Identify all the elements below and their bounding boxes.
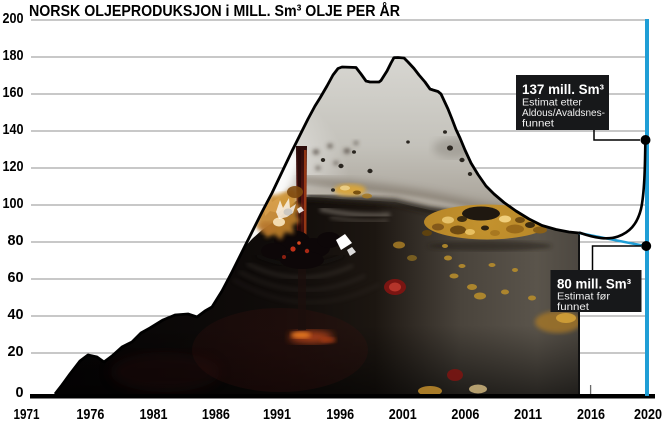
svg-text:160: 160 xyxy=(3,84,24,101)
svg-text:1986: 1986 xyxy=(202,406,230,423)
svg-text:60: 60 xyxy=(8,269,24,286)
svg-text:2011: 2011 xyxy=(514,406,542,423)
svg-text:funnet: funnet xyxy=(557,302,589,313)
svg-text:0: 0 xyxy=(16,384,24,401)
svg-text:1991: 1991 xyxy=(263,406,291,423)
svg-text:1981: 1981 xyxy=(140,406,168,423)
svg-text:2016: 2016 xyxy=(577,406,605,423)
svg-text:200: 200 xyxy=(3,10,24,27)
svg-text:2006: 2006 xyxy=(451,406,479,423)
svg-text:Estimat før: Estimat før xyxy=(557,292,611,303)
svg-text:137 mill. Sm³: 137 mill. Sm³ xyxy=(522,82,604,97)
svg-text:Aldous/Avaldsnes-: Aldous/Avaldsnes- xyxy=(522,108,605,119)
svg-text:1976: 1976 xyxy=(76,406,104,423)
svg-text:NORSK OLJEPRODUKSJON i MILL. S: NORSK OLJEPRODUKSJON i MILL. Sm³ OLJE PE… xyxy=(29,1,400,20)
svg-text:80 mill. Sm³: 80 mill. Sm³ xyxy=(557,277,631,292)
svg-text:80: 80 xyxy=(8,232,24,249)
svg-text:40: 40 xyxy=(8,306,24,323)
svg-text:1996: 1996 xyxy=(326,406,354,423)
svg-text:2020: 2020 xyxy=(634,406,662,423)
svg-text:1971: 1971 xyxy=(14,406,40,423)
svg-text:funnet: funnet xyxy=(522,119,554,130)
svg-text:120: 120 xyxy=(3,158,24,175)
svg-text:Estimat etter: Estimat etter xyxy=(522,98,583,109)
svg-text:100: 100 xyxy=(3,195,24,212)
svg-text:20: 20 xyxy=(8,343,24,360)
svg-text:180: 180 xyxy=(3,47,24,64)
svg-text:140: 140 xyxy=(3,121,24,138)
svg-text:2001: 2001 xyxy=(389,406,417,423)
